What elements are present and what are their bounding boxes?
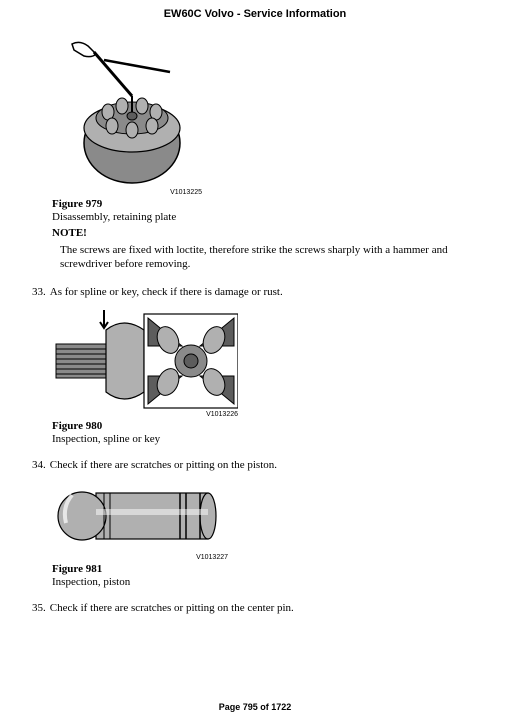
step-35-num: 35. xyxy=(32,602,46,614)
figure-980-caption-desc: Inspection, spline or key xyxy=(52,433,482,445)
step-34-text: Check if there are scratches or pitting … xyxy=(50,459,482,471)
figure-979-block: V1013225 Figure 979 Disassembly, retaini… xyxy=(52,38,482,272)
figure-979-caption-num: Figure 979 xyxy=(52,198,482,210)
note-label: NOTE! xyxy=(52,227,482,239)
figure-980-ref: V1013226 xyxy=(52,411,238,418)
step-35-text: Check if there are scratches or pitting … xyxy=(50,602,482,614)
page-footer: Page 795 of 1722 xyxy=(0,702,510,712)
figure-980-block: V1013226 Figure 980 Inspection, spline o… xyxy=(52,306,482,445)
figure-979-ref: V1013225 xyxy=(52,189,202,196)
step-33-num: 33. xyxy=(32,286,46,298)
figure-980-image xyxy=(52,306,238,410)
figure-979-image xyxy=(52,38,202,188)
figure-981-ref: V1013227 xyxy=(52,554,228,561)
note-text: The screws are fixed with loctite, there… xyxy=(60,243,482,272)
figure-980-caption-num: Figure 980 xyxy=(52,420,482,432)
figure-981-caption-num: Figure 981 xyxy=(52,563,482,575)
step-33: 33. As for spline or key, check if there… xyxy=(32,286,482,298)
figure-981-image xyxy=(52,479,228,553)
figure-981-caption-desc: Inspection, piston xyxy=(52,576,482,588)
document-header: EW60C Volvo - Service Information xyxy=(28,8,482,20)
figure-979-caption-desc: Disassembly, retaining plate xyxy=(52,211,482,223)
step-33-text: As for spline or key, check if there is … xyxy=(50,286,482,298)
step-34: 34. Check if there are scratches or pitt… xyxy=(32,459,482,471)
step-35: 35. Check if there are scratches or pitt… xyxy=(32,602,482,614)
step-34-num: 34. xyxy=(32,459,46,471)
figure-981-block: V1013227 Figure 981 Inspection, piston xyxy=(52,479,482,588)
